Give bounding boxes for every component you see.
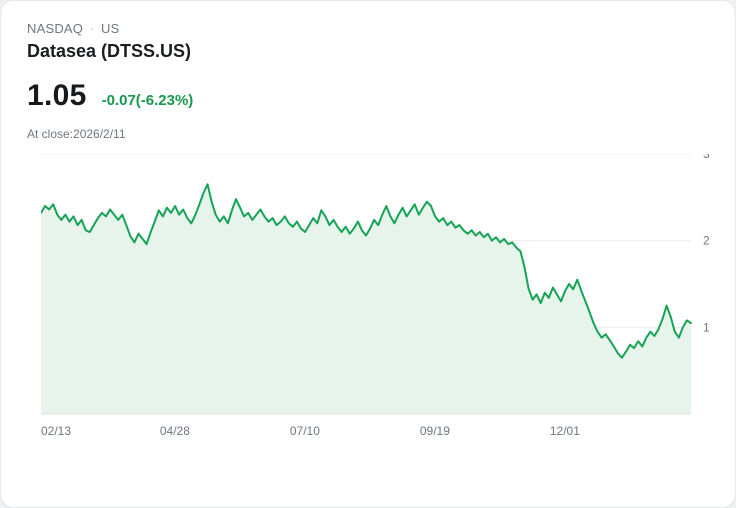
svg-text:02/13: 02/13	[41, 424, 71, 438]
exchange-label: NASDAQ	[27, 21, 84, 36]
exchange-line: NASDAQ · US	[27, 21, 709, 36]
quote-header: NASDAQ · US Datasea (DTSS.US) 1.05 -0.07…	[1, 1, 735, 141]
price-change: -0.07(-6.23%)	[101, 92, 194, 109]
svg-text:04/28: 04/28	[160, 424, 190, 438]
price-chart[interactable]: 3 2 1 02/13 04/28 07/10 09/19 12/01	[40, 147, 731, 446]
dot-separator: ·	[90, 22, 94, 35]
price-row: 1.05 -0.07(-6.23%)	[27, 79, 709, 113]
as-of-timestamp: At close:2026/2/11	[27, 127, 126, 141]
chart-area: 3 2 1 02/13 04/28 07/10 09/19 12/01	[1, 147, 735, 451]
region-label: US	[100, 21, 120, 36]
svg-text:2: 2	[703, 234, 710, 248]
svg-text:07/10: 07/10	[290, 424, 320, 438]
svg-text:09/19: 09/19	[420, 424, 450, 438]
svg-text:1: 1	[703, 320, 710, 334]
svg-text:12/01: 12/01	[550, 424, 580, 438]
instrument-name: Datasea (DTSS.US)	[27, 41, 192, 61]
last-price: 1.05	[27, 79, 87, 112]
svg-text:3: 3	[703, 154, 710, 161]
